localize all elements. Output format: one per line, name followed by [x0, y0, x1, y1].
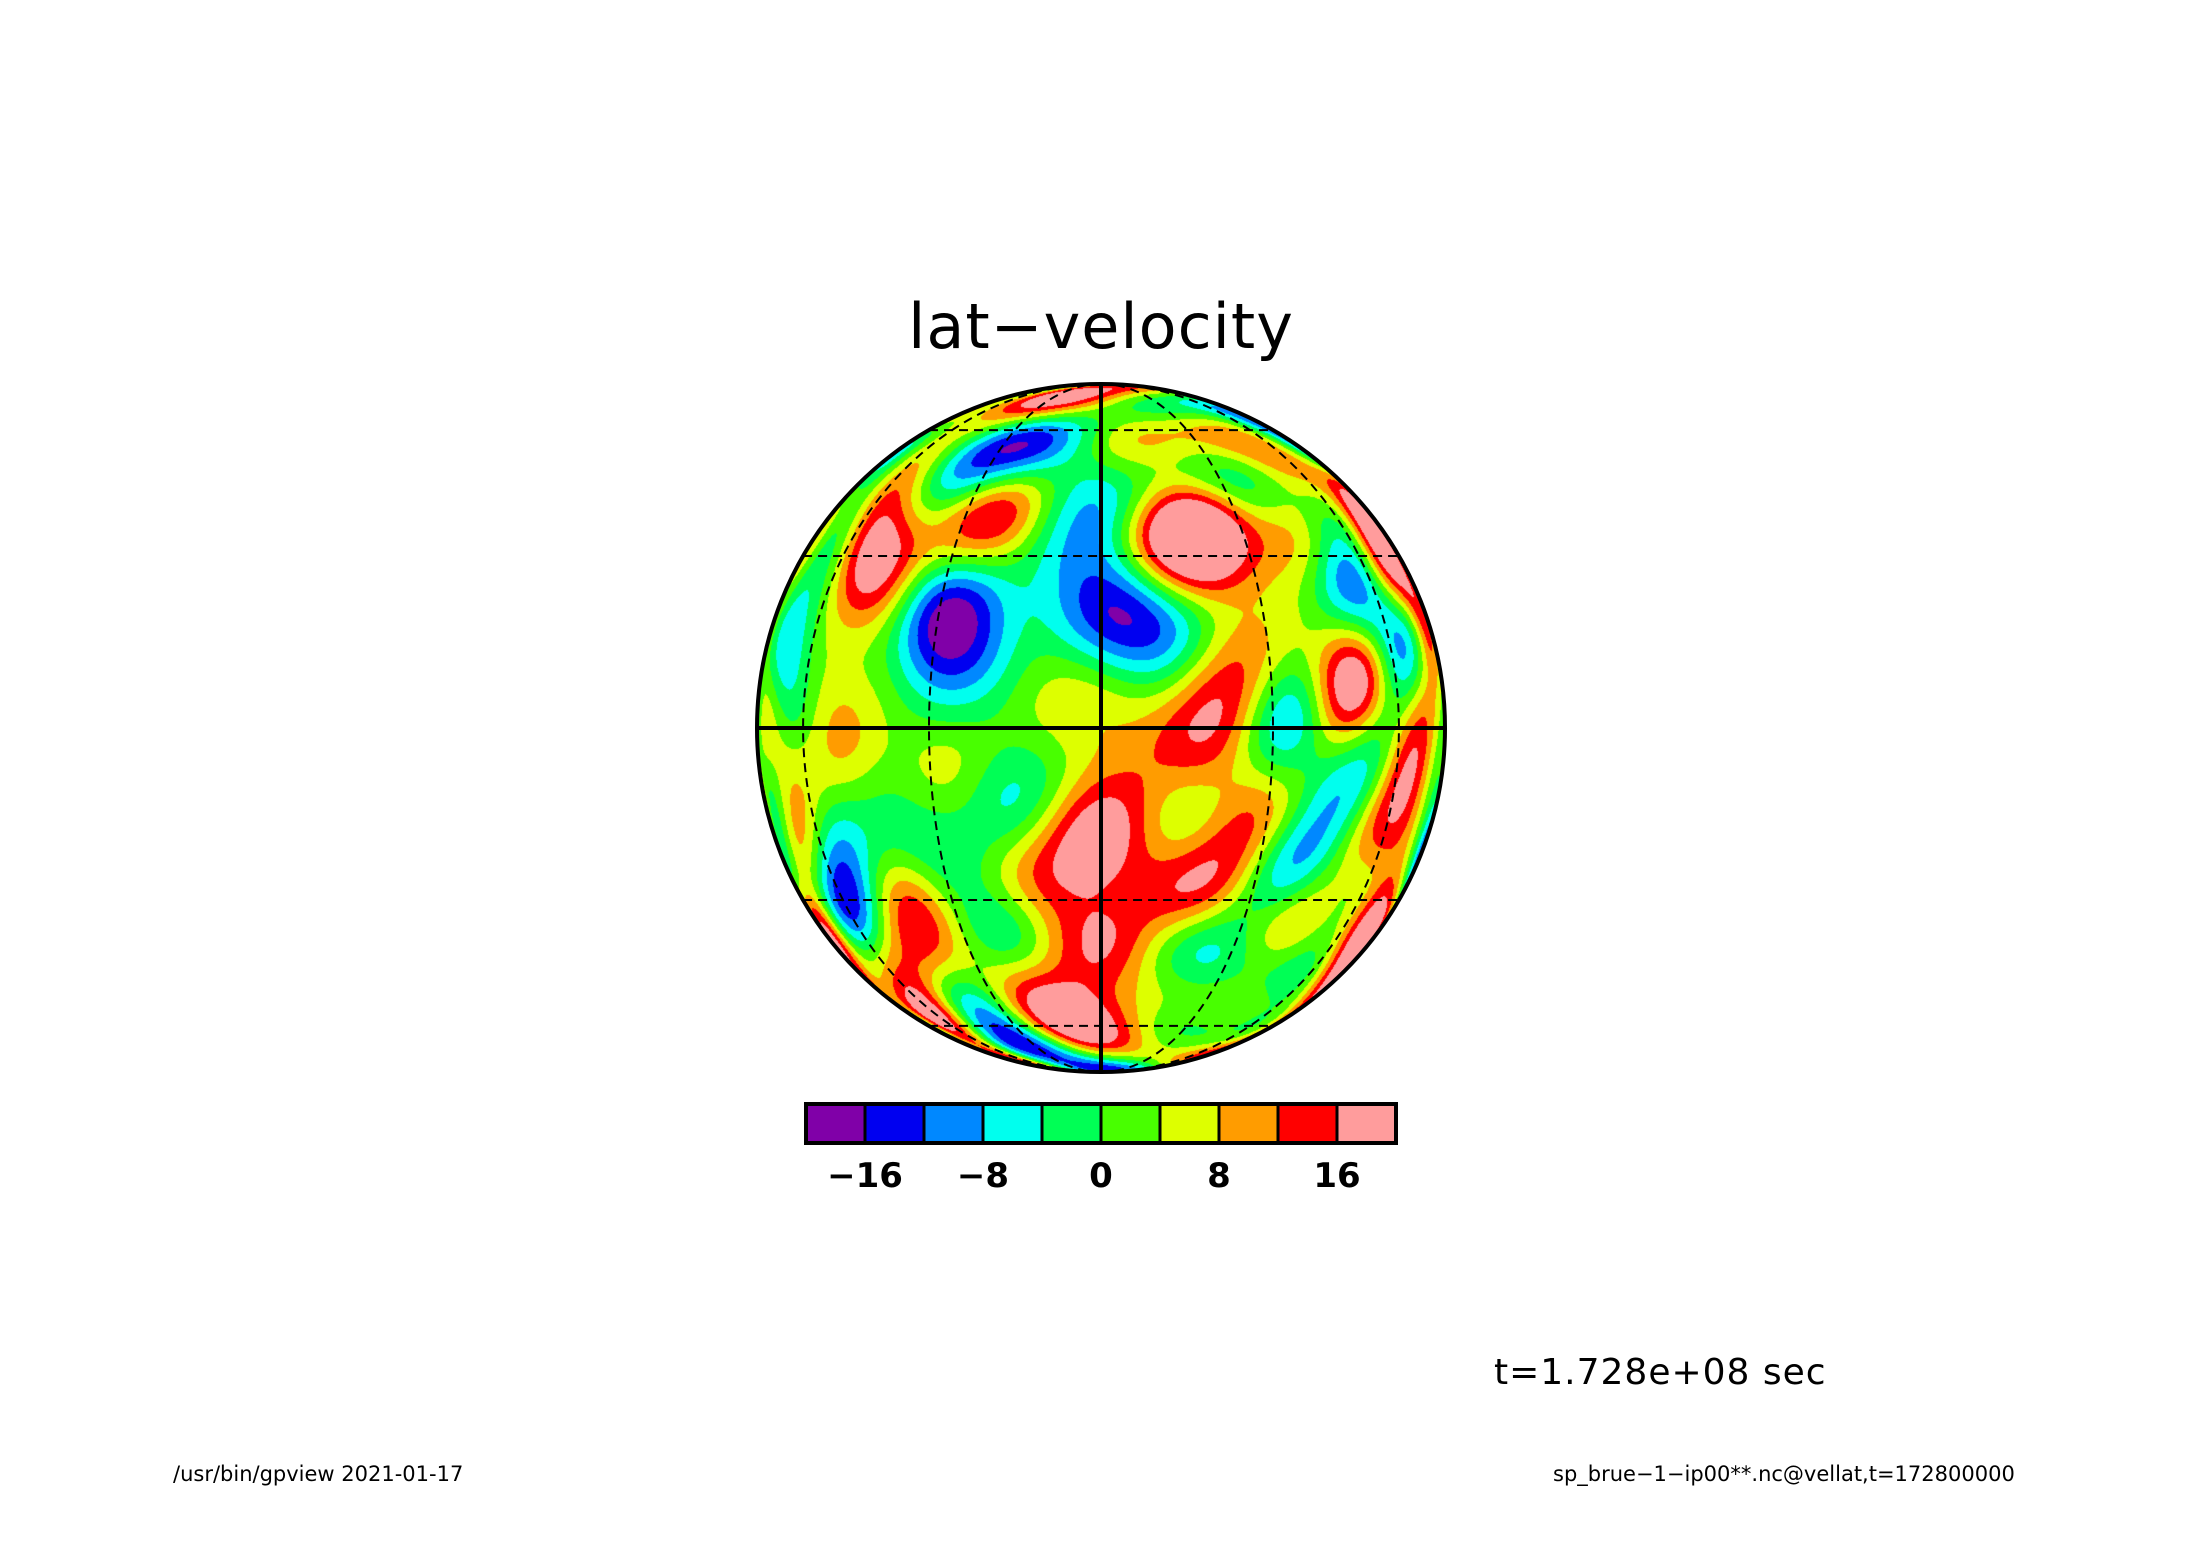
meridian-line [1100, 383, 1400, 1073]
colorbar-bin [1276, 1102, 1339, 1145]
colorbar-tick-label: 0 [1089, 1156, 1113, 1196]
colorbar-bin [804, 1102, 867, 1145]
globe-outline [755, 382, 1447, 1074]
colorbar-bin [1099, 1102, 1162, 1145]
colorbar-frame [804, 1102, 1398, 1145]
meridian-line [802, 383, 1102, 1073]
colorbar-bin [981, 1102, 1044, 1145]
time-label: t=1.728e+08 sec [1494, 1352, 1827, 1393]
meridian-line [928, 383, 1102, 1073]
colorbar-bin [922, 1102, 985, 1145]
colorbar-bin [1040, 1102, 1103, 1145]
colorbar-tick-label: 8 [1207, 1156, 1231, 1196]
colorbar: −16 −8 0 8 16 [804, 1102, 1398, 1196]
colorbar-bin [1158, 1102, 1221, 1145]
colorbar-bin [1335, 1102, 1398, 1145]
meridian-line [1100, 383, 1274, 1073]
footer-source: sp_brue−1−ip00**.nc@vellat,t=172800000 [1553, 1462, 2015, 1486]
graticule [755, 382, 1447, 1074]
colorbar-tick-label: −16 [827, 1156, 903, 1196]
chart-title: lat−velocity [908, 290, 1294, 363]
colorbar-tick-label: −8 [957, 1156, 1009, 1196]
colorbar-bin [863, 1102, 926, 1145]
footer-program-date: /usr/bin/gpview 2021-01-17 [173, 1462, 464, 1486]
colorbar-bin [1217, 1102, 1280, 1145]
colorbar-tick-label: 16 [1313, 1156, 1360, 1196]
